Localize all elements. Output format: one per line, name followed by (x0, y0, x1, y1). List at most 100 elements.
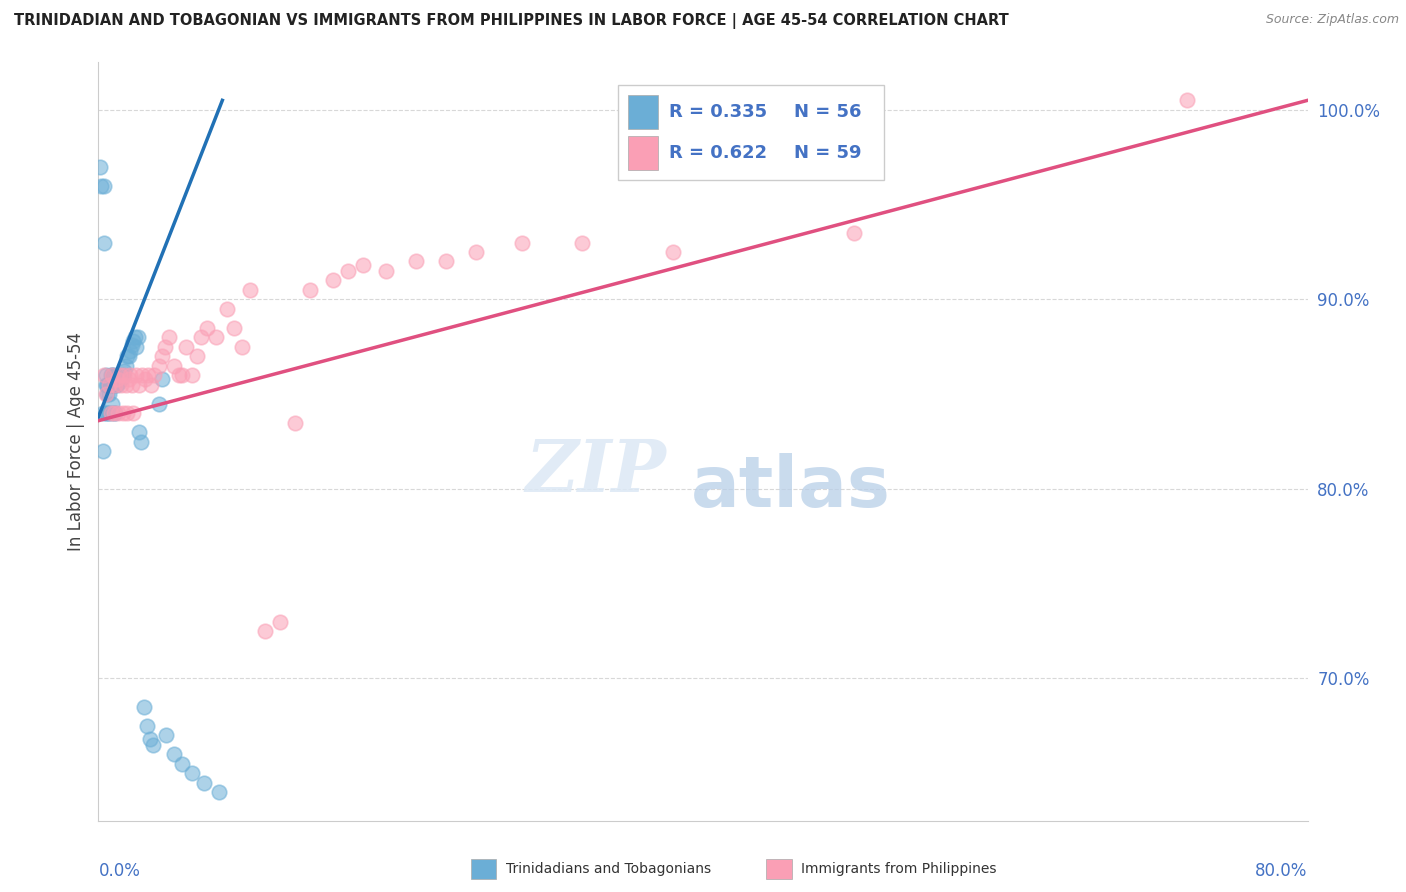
Point (93, 368, 115, 383)
Point (101, 368, 124, 383)
Point (114, 377, 136, 392)
Bar (628, 95, 658, 128)
Point (120, 343, 142, 358)
Point (190, 330, 212, 344)
Point (132, 699, 155, 714)
Bar (628, 136, 658, 170)
Text: ZIP: ZIP (526, 436, 666, 508)
Text: Immigrants from Philippines: Immigrants from Philippines (801, 862, 997, 876)
Point (94, 368, 117, 383)
Point (571, 235, 593, 250)
Point (125, 340, 148, 354)
Point (284, 416, 307, 430)
Point (118, 372, 141, 386)
Text: Trinidadians and Tobagonians: Trinidadians and Tobagonians (506, 862, 711, 876)
Point (103, 368, 125, 383)
Point (91, 406, 114, 420)
Point (104, 377, 127, 392)
Point (128, 425, 150, 439)
Point (96, 377, 118, 392)
Point (121, 338, 143, 352)
Point (143, 368, 166, 383)
Point (108, 368, 131, 383)
Text: R = 0.335: R = 0.335 (669, 103, 768, 120)
Text: atlas: atlas (690, 452, 891, 522)
Point (105, 377, 128, 392)
Point (94, 377, 117, 392)
Point (131, 368, 153, 383)
Point (98, 387, 121, 401)
Point (215, 301, 238, 316)
Point (100, 368, 122, 383)
Point (181, 766, 204, 780)
Point (122, 334, 145, 348)
Point (167, 368, 190, 383)
Point (159, 330, 181, 344)
Point (127, 330, 149, 344)
Point (128, 377, 150, 392)
Point (661, 244, 683, 259)
Point (112, 368, 135, 383)
Point (120, 368, 142, 383)
Point (465, 244, 488, 259)
Text: N = 59: N = 59 (793, 145, 862, 162)
Point (405, 254, 427, 268)
Point (374, 264, 396, 278)
Point (135, 719, 157, 733)
Point (163, 747, 186, 762)
Point (91, 444, 114, 458)
Point (101, 377, 124, 392)
Point (94, 406, 117, 420)
Point (299, 283, 322, 297)
Point (103, 406, 125, 420)
Text: 0.0%: 0.0% (98, 863, 141, 880)
Point (103, 406, 125, 420)
Point (155, 728, 177, 742)
Point (101, 396, 124, 410)
Point (195, 320, 218, 334)
Point (163, 359, 186, 373)
Point (93, 178, 115, 193)
Point (98, 377, 121, 392)
Point (153, 340, 176, 354)
Point (510, 235, 533, 250)
Point (269, 615, 291, 629)
Point (181, 368, 204, 383)
Point (336, 264, 359, 278)
Point (103, 377, 125, 392)
FancyBboxPatch shape (619, 85, 884, 180)
Point (111, 406, 134, 420)
Point (150, 349, 173, 363)
Point (174, 340, 197, 354)
Point (100, 377, 122, 392)
Text: 80.0%: 80.0% (1256, 863, 1308, 880)
Point (107, 406, 129, 420)
Point (100, 406, 122, 420)
Point (104, 406, 127, 420)
Point (224, 320, 246, 334)
Point (89, 160, 111, 174)
Point (142, 738, 165, 752)
Point (208, 785, 231, 799)
Point (186, 349, 208, 363)
Point (205, 330, 228, 344)
Point (110, 372, 132, 386)
Point (253, 624, 276, 639)
Text: N = 56: N = 56 (793, 103, 862, 120)
Point (100, 406, 122, 420)
Point (118, 349, 141, 363)
Point (170, 368, 193, 383)
Point (105, 372, 128, 386)
Point (107, 376, 129, 390)
Point (193, 776, 215, 790)
Point (434, 254, 457, 268)
Point (150, 372, 173, 386)
Point (170, 756, 193, 771)
Point (98, 377, 121, 392)
Point (96, 387, 118, 401)
Point (98, 406, 121, 420)
Point (129, 434, 152, 449)
Point (121, 377, 143, 392)
Point (125, 368, 148, 383)
Point (139, 732, 162, 747)
